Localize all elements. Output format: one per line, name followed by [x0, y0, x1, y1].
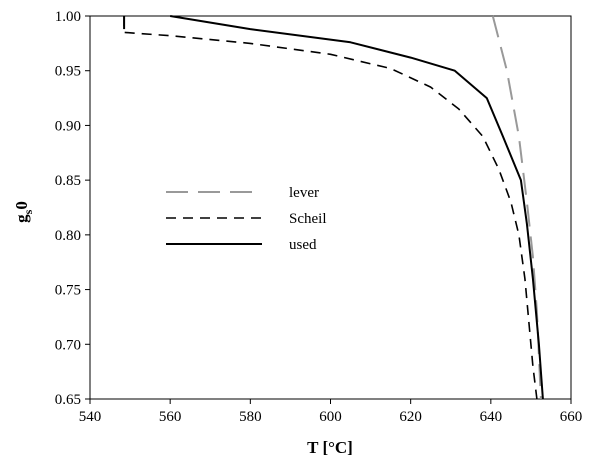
y-axis-ticks: 0.65 0.70 0.75 0.80 0.85 0.90 0.95 1.00 [55, 9, 90, 408]
series-line-scheil [124, 16, 537, 399]
y-tick-label: 0.95 [55, 64, 81, 80]
legend: lever Scheil used [166, 185, 327, 253]
y-tick-label: 0.80 [55, 228, 81, 244]
x-tick-label: 580 [239, 409, 262, 425]
y-tick-label: 0.70 [55, 337, 81, 353]
series-line-lever [493, 16, 541, 399]
legend-label-used: used [289, 237, 317, 253]
legend-label-lever: lever [289, 185, 319, 201]
x-tick-label: 620 [399, 409, 422, 425]
x-tick-label: 540 [79, 409, 102, 425]
x-axis-title: T [°C] [307, 438, 353, 457]
y-tick-label: 0.85 [55, 173, 81, 189]
y-tick-label: 0.65 [55, 392, 81, 408]
y-axis-title: gs0 [12, 201, 35, 223]
y-tick-label: 0.75 [55, 283, 81, 299]
series-layer [124, 16, 543, 399]
x-tick-label: 560 [159, 409, 182, 425]
x-tick-label: 660 [560, 409, 583, 425]
legend-label-scheil: Scheil [289, 211, 327, 227]
y-tick-label: 0.90 [55, 118, 81, 134]
x-axis-ticks: 540 560 580 600 620 640 660 [79, 399, 583, 425]
y-tick-label: 1.00 [55, 9, 81, 25]
x-tick-label: 640 [480, 409, 503, 425]
x-tick-label: 600 [319, 409, 342, 425]
series-line-used-main [170, 16, 543, 399]
plot-frame [90, 16, 571, 399]
